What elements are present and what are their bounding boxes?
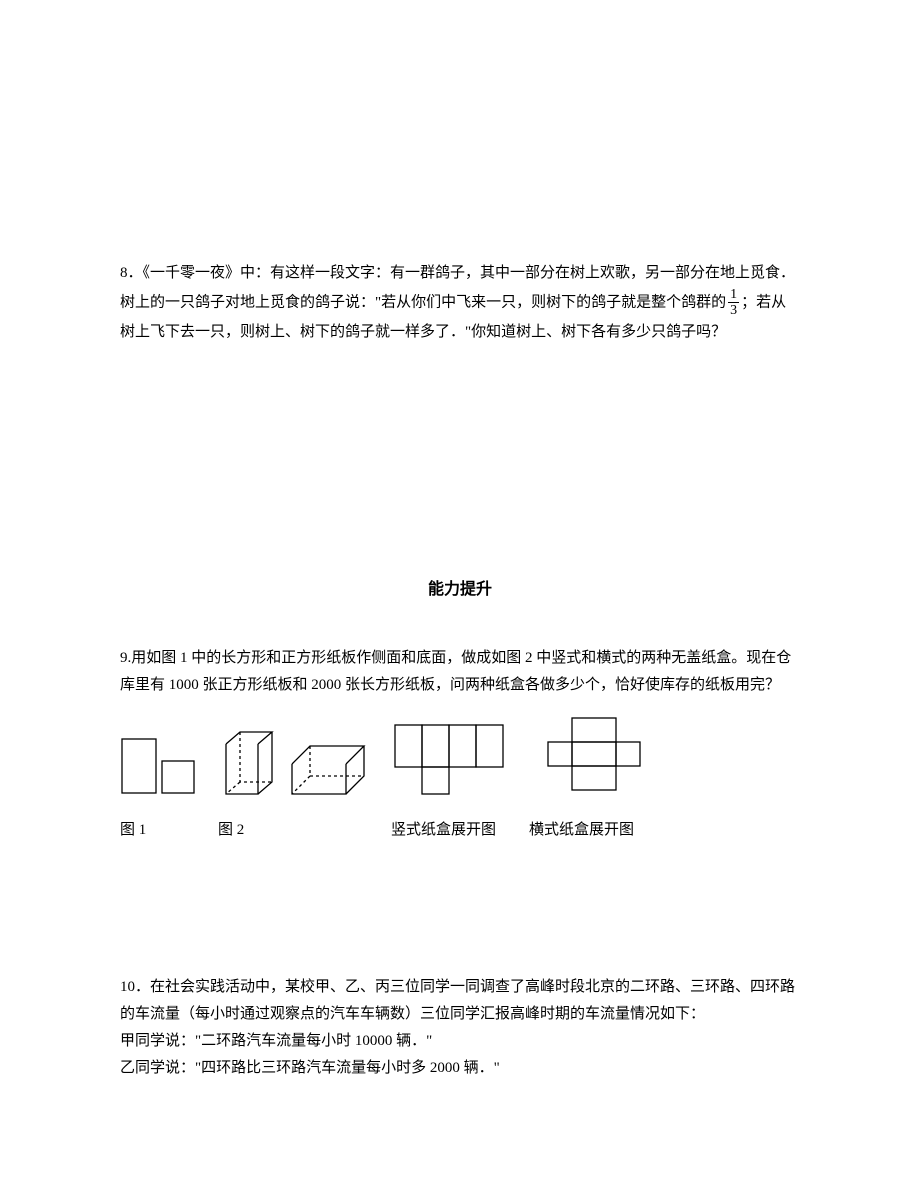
- problem-10: 10．在社会实践活动中，某校甲、乙、丙三位同学一同调查了高峰时段北京的二环路、三…: [120, 974, 800, 1082]
- figure-1: 图 1: [120, 737, 200, 844]
- figure-2-svg: [218, 724, 373, 799]
- figure-row: 图 1: [120, 709, 800, 844]
- section-title: 能力提升: [120, 576, 800, 605]
- fraction: 13: [728, 287, 739, 319]
- problem-number: 9.: [120, 650, 131, 666]
- figure-2-caption: 图 2: [218, 817, 244, 844]
- problem-8: 8．《一千零一夜》中：有这样一段文字：有一群鸽子，其中一部分在树上欢歌，另一部分…: [120, 260, 800, 346]
- figure-vertical-net: 竖式纸盒展开图: [391, 721, 511, 844]
- horizontal-net-caption: 横式纸盒展开图: [529, 817, 634, 844]
- vertical-net-svg: [391, 721, 511, 799]
- fraction-numerator: 1: [728, 287, 739, 303]
- figure-horizontal-net: 横式纸盒展开图: [529, 709, 659, 844]
- figure-1-caption: 图 1: [120, 817, 146, 844]
- figure-2: 图 2: [218, 724, 373, 844]
- problem-number: 10．: [120, 979, 150, 995]
- problem-number: 8．: [120, 265, 143, 281]
- problem-text: 用如图 1 中的长方形和正方形纸板作侧面和底面，做成如图 2 中竖式和横式的两种…: [120, 650, 791, 693]
- vertical-net-caption: 竖式纸盒展开图: [391, 817, 496, 844]
- fraction-denominator: 3: [728, 303, 739, 318]
- problem-text-1: 《一千零一夜》中：有这样一段文字：有一群鸽子，其中一部分在树上欢歌，另一部分在地…: [120, 265, 795, 310]
- problem-9: 9.用如图 1 中的长方形和正方形纸板作侧面和底面，做成如图 2 中竖式和横式的…: [120, 645, 800, 844]
- problem-10-line-3: 乙同学说："四环路比三环路汽车流量每小时多 2000 辆．": [120, 1060, 500, 1076]
- figure-1-svg: [120, 737, 200, 799]
- horizontal-net-svg: [529, 709, 659, 799]
- problem-10-line-2: 甲同学说："二环路汽车流量每小时 10000 辆．": [120, 1033, 432, 1049]
- problem-text: 在社会实践活动中，某校甲、乙、丙三位同学一同调查了高峰时段北京的二环路、三环路、…: [120, 979, 795, 1022]
